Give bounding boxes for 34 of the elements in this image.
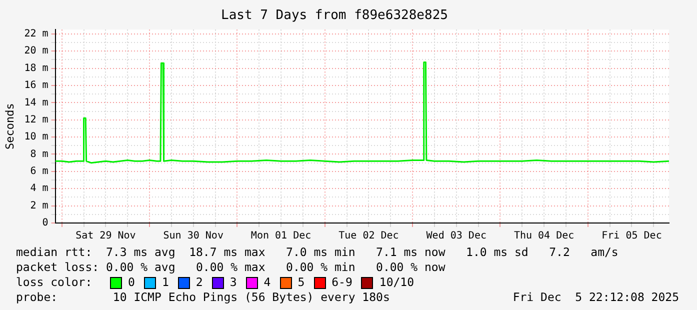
text: loss color:: [16, 275, 94, 290]
x-tick-label: Mon 01 Dec: [250, 230, 312, 242]
text: 3: [230, 275, 237, 290]
text: 0: [128, 275, 135, 290]
text: 1: [162, 275, 169, 290]
y-tick-label: 2 m: [30, 200, 48, 212]
text: probe: 10 ICMP Echo Pings (56 Bytes) every 180s: [16, 290, 390, 305]
text: Fri Dec 5 22:12:08 2025: [512, 290, 679, 305]
x-tick-label: Sun 30 Nov: [163, 230, 224, 242]
y-tick-label: 20 m: [24, 46, 48, 57]
x-tick-label: Fri 05 Dec: [602, 230, 662, 242]
text: 6-9: [332, 275, 352, 290]
text: 10/10: [379, 275, 414, 290]
text: 2: [196, 275, 203, 290]
chart-title: Last 7 Days from f89e6328e825: [221, 8, 448, 24]
y-axis-title: Seconds: [3, 103, 16, 150]
text: median rtt: 7.3 ms avg 18.7 ms max 7.0 ms min 7.1 ms now 1.0 ms sd 7.2 am/s: [16, 245, 620, 260]
y-tick-label: 12 m: [24, 114, 48, 126]
y-tick-label: 16 m: [24, 80, 48, 92]
x-tick-label: Tue 02 Dec: [338, 230, 399, 242]
x-tick-label: Wed 03 Dec: [426, 230, 486, 242]
x-tick-label: Thu 04 Dec: [514, 230, 574, 242]
y-tick-label: 0: [42, 218, 48, 229]
text: 5: [298, 275, 305, 290]
y-tick-label: 18 m: [24, 62, 48, 74]
y-tick-label: 4 m: [30, 183, 48, 194]
y-tick-label: 14 m: [24, 97, 48, 108]
y-tick-label: 8 m: [30, 148, 48, 160]
x-tick-label: Sat 29 Nov: [76, 230, 136, 242]
y-tick-label: 6 m: [30, 166, 48, 178]
text: packet loss: 0.00 % avg 0.00 % max 0.00 % min 0.00 % now: [16, 260, 446, 275]
y-tick-label: 10 m: [24, 132, 48, 143]
y-tick-label: 22 m: [24, 28, 48, 40]
text: 4: [264, 275, 271, 290]
